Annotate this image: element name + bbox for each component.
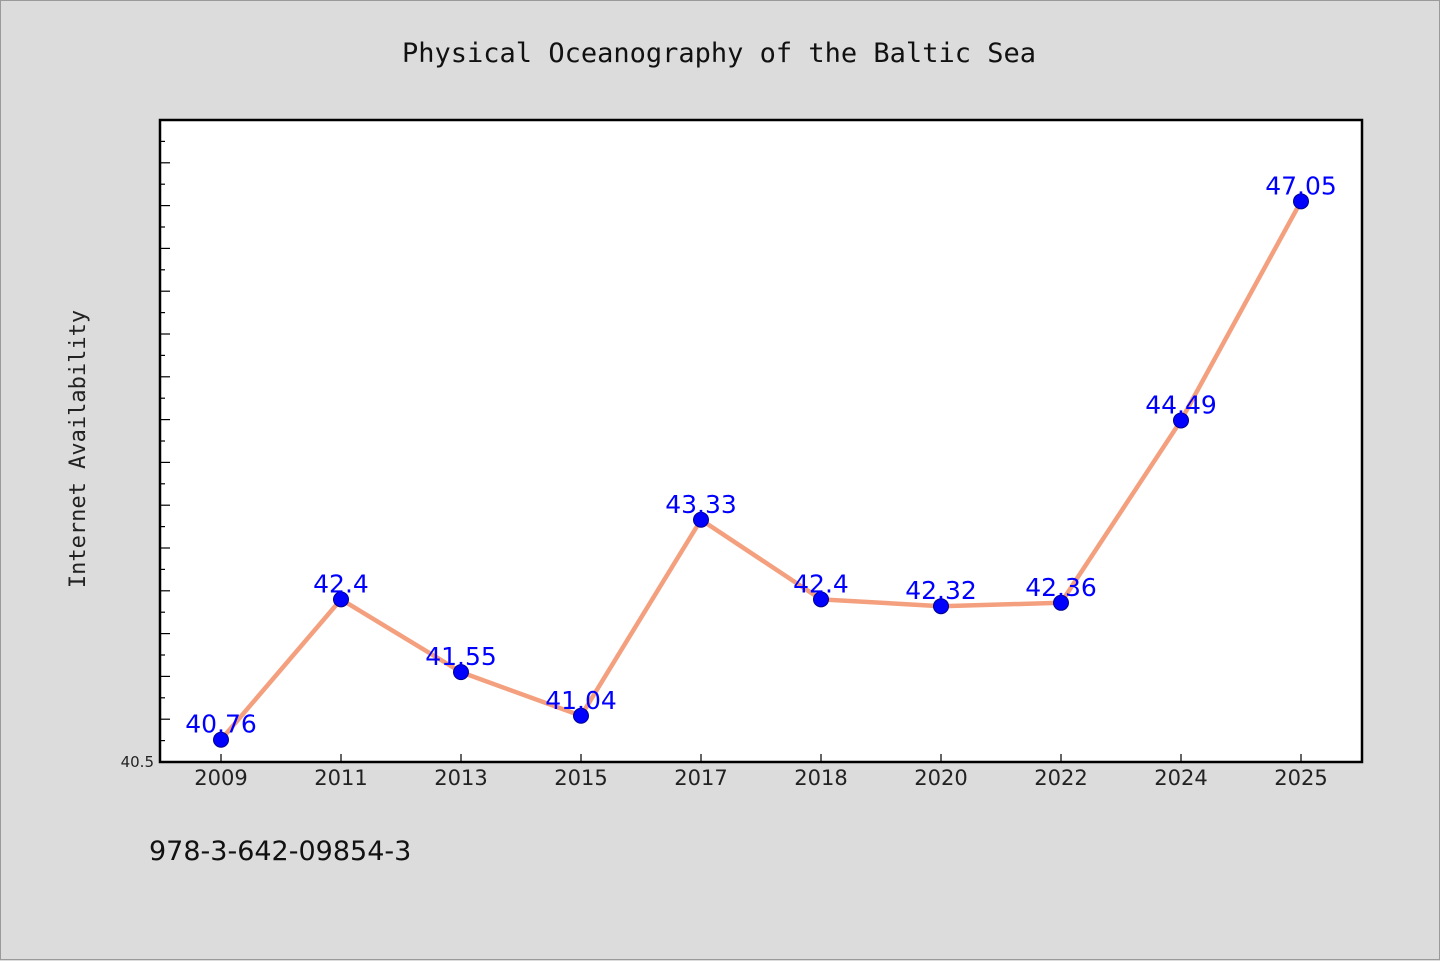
- data-point: [693, 511, 709, 528]
- x-tick-label: 2024: [1154, 766, 1207, 790]
- data-point: [933, 598, 949, 615]
- y-axis-label: Internet Availability: [66, 310, 91, 588]
- data-labels: 40.76 42.4 41.55 41.04 43.33 42.4 42.32 42.36 44…: [185, 171, 1337, 738]
- x-tick-label: 2022: [1034, 766, 1087, 790]
- data-point: [1293, 193, 1309, 210]
- data-point: [453, 664, 469, 681]
- y-axis-ticks: 40.5: [121, 140, 170, 771]
- data-point: [213, 731, 229, 748]
- data-label: 42.4: [793, 569, 849, 598]
- series-layer: [213, 193, 1309, 748]
- x-tick-label: 2011: [314, 766, 367, 790]
- series-line: [218, 199, 1304, 742]
- chart-title: Physical Oceanography of the Baltic Sea: [402, 38, 1036, 69]
- x-tick-label: 2020: [914, 766, 967, 790]
- data-point: [813, 591, 829, 608]
- x-tick-label: 2017: [674, 766, 727, 790]
- footer-identifier: 978-3-642-09854-3: [149, 836, 412, 867]
- x-tick-label: 2025: [1274, 766, 1327, 790]
- plot-area: [158, 118, 1364, 764]
- data-point: [573, 707, 589, 724]
- data-label: 41.04: [545, 686, 617, 715]
- data-label: 42.4: [313, 569, 369, 598]
- x-tick-label: 2015: [554, 766, 607, 790]
- data-label: 40.76: [185, 710, 257, 739]
- data-label: 41.55: [425, 642, 497, 671]
- data-label: 42.32: [905, 576, 977, 605]
- y-tick-label: 40.5: [121, 753, 154, 771]
- data-point: [1173, 412, 1189, 429]
- x-tick-label: 2013: [434, 766, 487, 790]
- data-label: 42.36: [1025, 573, 1097, 602]
- x-tick-label: 2018: [794, 766, 847, 790]
- data-label: 43.33: [665, 490, 737, 519]
- data-label: 44.49: [1145, 390, 1217, 419]
- data-label: 47.05: [1265, 171, 1337, 200]
- x-tick-label: 2009: [194, 766, 247, 790]
- x-axis-ticks: 2009 2011 2013 2015 2017 2018 2020 2022 2024 2025: [194, 754, 1328, 790]
- data-point: [333, 591, 349, 608]
- data-point: [1053, 594, 1069, 611]
